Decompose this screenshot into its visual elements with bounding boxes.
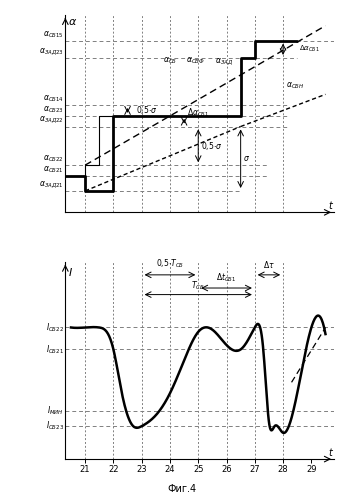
Text: $\alpha_{ЗАД}$: $\alpha_{ЗАД}$ — [215, 56, 233, 66]
Text: $\alpha_{СБФ}$: $\alpha_{СБФ}$ — [186, 55, 205, 66]
Text: $\alpha_{СБ15}$: $\alpha_{СБ15}$ — [43, 29, 64, 39]
Text: $\Delta\alpha_{СБ1}$: $\Delta\alpha_{СБ1}$ — [299, 44, 319, 54]
Text: $\alpha_{СБН}$: $\alpha_{СБН}$ — [286, 81, 304, 91]
Text: $\alpha_{СБ}$: $\alpha_{СБ}$ — [163, 55, 177, 66]
Text: $\alpha_{СБ14}$: $\alpha_{СБ14}$ — [43, 93, 64, 104]
Text: $I_{СБ23}$: $I_{СБ23}$ — [46, 420, 64, 433]
Text: $0{,}5{\cdot}\sigma$: $0{,}5{\cdot}\sigma$ — [201, 140, 223, 152]
Text: $\Delta\alpha_{СБ1}$: $\Delta\alpha_{СБ1}$ — [187, 106, 209, 119]
Text: $\sigma$: $\sigma$ — [244, 154, 250, 163]
Text: Фиг.4: Фиг.4 — [167, 484, 196, 494]
Text: $\Delta\tau$: $\Delta\tau$ — [263, 259, 275, 270]
Text: $\alpha_{ЗАД22}$: $\alpha_{ЗАД22}$ — [39, 115, 64, 125]
Text: $I_{МИН}$: $I_{МИН}$ — [47, 405, 64, 417]
Text: $\alpha$: $\alpha$ — [68, 17, 77, 27]
Text: $\alpha_{ЗАД21}$: $\alpha_{ЗАД21}$ — [40, 179, 64, 190]
Text: $0{,}5{\cdot}\sigma$: $0{,}5{\cdot}\sigma$ — [136, 104, 158, 116]
Text: $\Delta t_{СБ1}$: $\Delta t_{СБ1}$ — [216, 271, 237, 283]
Text: $I_{СБ22}$: $I_{СБ22}$ — [46, 321, 64, 334]
Text: $0{,}5{\cdot}T_{СБ}$: $0{,}5{\cdot}T_{СБ}$ — [156, 258, 184, 270]
Text: $t$: $t$ — [328, 199, 334, 211]
Text: $\alpha_{ЗАД23}$: $\alpha_{ЗАД23}$ — [39, 46, 64, 57]
Text: $t$: $t$ — [328, 446, 334, 458]
Text: $T_{СБ}$: $T_{СБ}$ — [191, 280, 205, 292]
Text: $\alpha_{СБ21}$: $\alpha_{СБ21}$ — [43, 164, 64, 175]
Text: $I_{СБ21}$: $I_{СБ21}$ — [46, 343, 64, 356]
Text: $I$: $I$ — [68, 266, 73, 278]
Text: $\alpha_{СБ22}$: $\alpha_{СБ22}$ — [43, 154, 64, 164]
Text: $\alpha_{СБ23}$: $\alpha_{СБ23}$ — [43, 104, 64, 115]
